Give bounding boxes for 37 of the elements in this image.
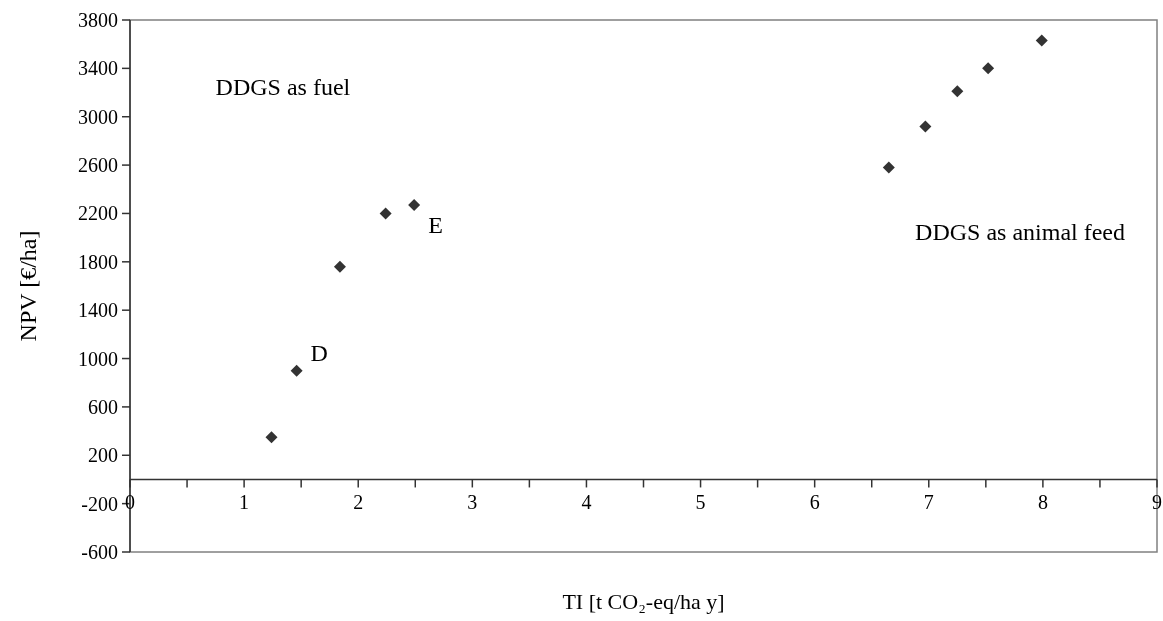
y-tick-label: 600	[88, 395, 118, 418]
x-tick-label: 2	[353, 491, 364, 514]
x-axis-title: TI [t CO₂-eq/ha y]	[562, 589, 725, 614]
y-tick-label: 1000	[78, 347, 118, 370]
x-tick-label: 3	[467, 491, 478, 514]
point	[290, 364, 303, 377]
y-tick-label: -600	[81, 541, 118, 563]
y-tick-label: 2200	[78, 202, 118, 225]
point	[919, 120, 932, 133]
annotation: DDGS as animal feed	[915, 219, 1126, 246]
x-tick-label: 4	[581, 491, 592, 514]
point	[333, 260, 346, 273]
y-tick-label: -200	[81, 492, 118, 515]
y-tick-label: 200	[88, 444, 118, 467]
point	[265, 431, 278, 444]
y-tick-label: 3800	[78, 9, 118, 31]
point	[408, 198, 421, 211]
x-tick-label: 9	[1152, 491, 1162, 514]
x-tick-label: 5	[695, 491, 706, 514]
x-tick-label: 8	[1037, 491, 1048, 514]
x-tick-label: 7	[923, 491, 934, 514]
annotation: DDGS as fuel	[215, 73, 351, 100]
y-tick-label: 2600	[78, 154, 118, 177]
y-tick-label: 3000	[78, 105, 118, 128]
y-tick-label: 1800	[78, 250, 118, 273]
point	[1035, 34, 1048, 47]
point	[882, 161, 895, 174]
y-axis-title: NPV [€/ha]	[15, 230, 41, 342]
y-tick-label: 3400	[78, 57, 118, 80]
point	[951, 85, 964, 98]
point	[379, 207, 392, 220]
y-tick-label: 1400	[78, 299, 118, 322]
x-tick-label: 1	[239, 491, 250, 514]
x-tick-label: 6	[809, 491, 820, 514]
annotation: D	[310, 339, 328, 366]
annotation: E	[428, 211, 443, 238]
point	[982, 62, 995, 75]
